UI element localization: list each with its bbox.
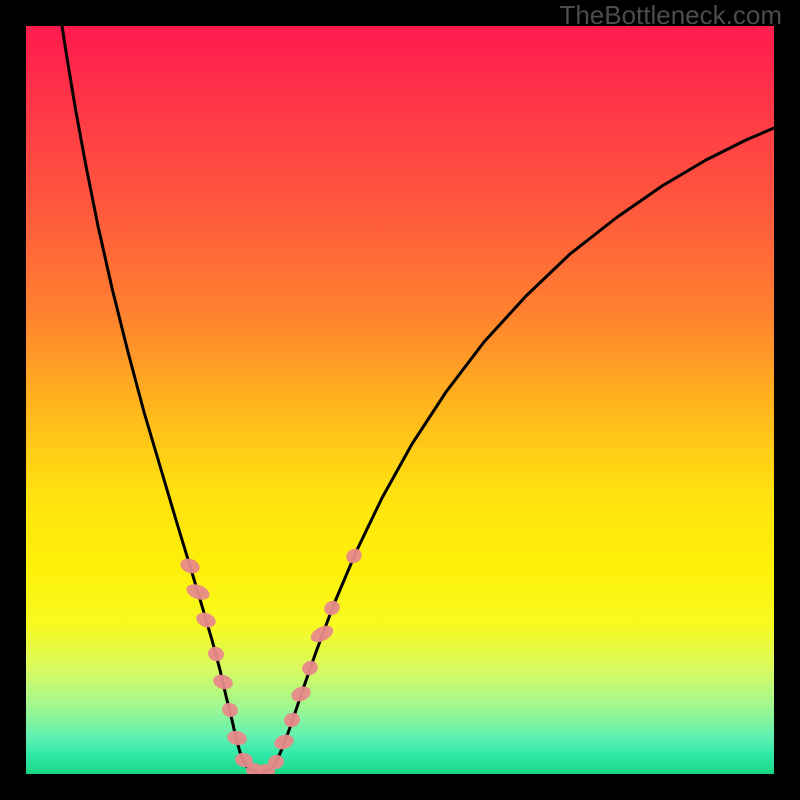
- data-marker: [344, 546, 365, 566]
- data-marker: [322, 598, 343, 618]
- data-marker: [226, 729, 248, 747]
- curve-path: [62, 26, 774, 772]
- data-marker: [206, 645, 226, 663]
- data-marker: [282, 711, 302, 730]
- data-marker: [178, 556, 202, 576]
- data-marker: [194, 610, 218, 630]
- data-marker: [211, 673, 234, 692]
- data-marker: [289, 684, 313, 704]
- watermark-text: TheBottleneck.com: [559, 0, 782, 31]
- data-markers: [178, 546, 364, 774]
- data-marker: [308, 622, 336, 645]
- data-marker: [272, 732, 295, 751]
- plot-area: [26, 26, 774, 774]
- data-marker: [184, 581, 211, 602]
- data-marker: [300, 658, 320, 677]
- data-marker: [221, 701, 240, 718]
- bottleneck-curve: [26, 26, 774, 774]
